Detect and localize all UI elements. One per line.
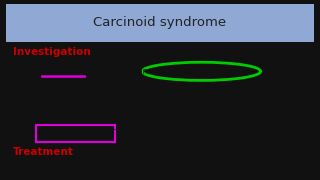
Text: Carcinoid syndrome: Carcinoid syndrome [93, 16, 227, 29]
Text: Investigation: Investigation [12, 47, 90, 57]
Text: ►CT scan: ►CT scan [37, 107, 78, 116]
Text: ►5-HIAA in a 24-hour urine collection: ►5-HIAA in a 24-hour urine collection [37, 67, 198, 76]
FancyBboxPatch shape [6, 4, 314, 42]
Text: ►Octreotide: ►Octreotide [37, 167, 89, 176]
Text: ►Somatostatin receptor scintigraphy: ►Somatostatin receptor scintigraphy [37, 87, 196, 96]
Text: ►Blood testing for chromogranin A: ►Blood testing for chromogranin A [37, 127, 187, 136]
Text: Treatment: Treatment [12, 147, 73, 157]
